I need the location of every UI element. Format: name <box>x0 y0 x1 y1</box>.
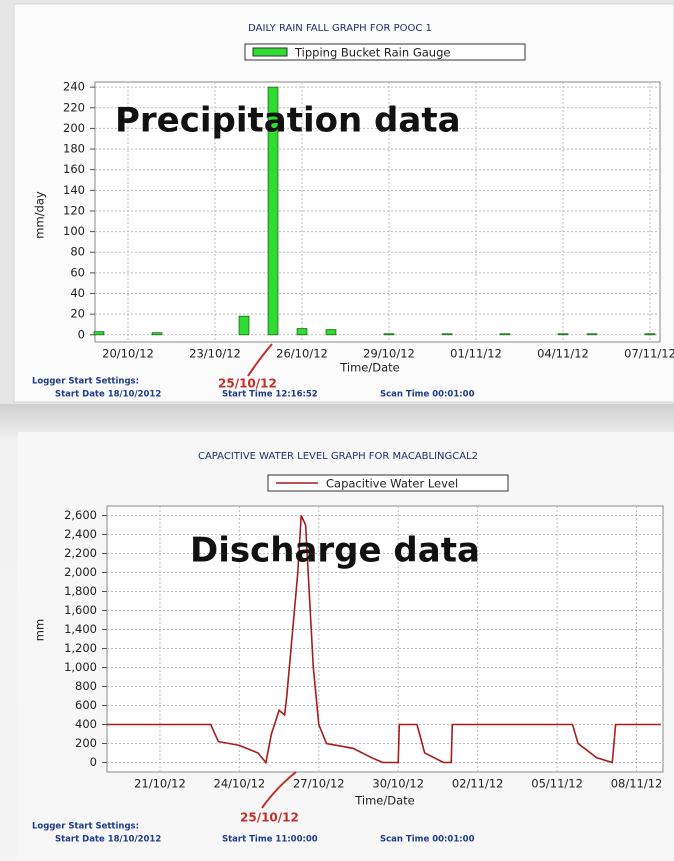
y-tick-label: 40 <box>70 286 85 300</box>
bar <box>644 333 656 336</box>
x-axis-label: Time/Date <box>354 794 415 808</box>
y-tick-label: 2,600 <box>64 508 97 522</box>
x-tick-label: 07/11/12 <box>624 347 674 361</box>
x-axis-label: Time/Date <box>339 361 400 375</box>
bar <box>499 333 511 336</box>
y-tick-label: 1,600 <box>64 603 97 617</box>
y-tick-label: 400 <box>75 717 97 731</box>
y-tick-label: 80 <box>70 245 85 259</box>
x-tick-label: 20/10/12 <box>102 347 154 361</box>
legend-box <box>244 43 526 61</box>
bar <box>325 329 337 336</box>
plot-area <box>106 505 664 773</box>
x-tick-label: 08/11/12 <box>611 777 663 791</box>
y-tick-label: 180 <box>63 142 85 156</box>
bar <box>267 86 279 336</box>
annotation: Discharge data <box>190 531 480 571</box>
y-tick-label: 2,000 <box>64 565 97 579</box>
x-tick-label: 29/10/12 <box>363 347 415 361</box>
chart-title: CAPACITIVE WATER LEVEL GRAPH FOR MACABLI… <box>198 451 478 462</box>
bar <box>441 333 453 336</box>
date-annotation: 25/10/12 <box>240 811 299 825</box>
bar <box>238 315 250 336</box>
y-tick-label: 1,000 <box>64 660 97 674</box>
y-tick-label: 200 <box>63 121 85 135</box>
annotation: Precipitation data <box>115 101 461 141</box>
logger-start-time: Start Time 11:00:00 <box>222 835 318 845</box>
y-tick-label: 0 <box>90 755 97 769</box>
legend-box <box>267 474 509 492</box>
y-tick-label: 100 <box>63 224 85 238</box>
line <box>107 515 661 765</box>
bar <box>93 331 105 336</box>
bar <box>383 333 395 336</box>
arrow <box>261 771 297 809</box>
logger-scan-time: Scan Time 00:01:00 <box>380 835 475 845</box>
y-tick-label: 60 <box>70 265 85 279</box>
y-tick-label: 220 <box>63 100 85 114</box>
x-tick-label: 23/10/12 <box>189 347 241 361</box>
y-tick-label: 1,400 <box>64 622 97 636</box>
logger-start-date: Start Date 18/10/2012 <box>55 835 161 845</box>
logger-start-date: Start Date 18/10/2012 <box>55 390 161 400</box>
y-tick-label: 1,200 <box>64 641 97 655</box>
y-tick-label: 2,400 <box>64 527 97 541</box>
legend-label: Capacitive Water Level <box>326 477 458 491</box>
arrow <box>247 343 273 377</box>
date-annotation: 25/10/12 <box>218 377 277 391</box>
bar <box>557 333 569 336</box>
bar <box>296 328 308 336</box>
y-tick-label: 1,800 <box>64 584 97 598</box>
x-tick-label: 24/10/12 <box>214 777 266 791</box>
plot-area <box>94 81 661 343</box>
y-tick-label: 140 <box>63 183 85 197</box>
x-tick-label: 01/11/12 <box>450 347 502 361</box>
x-tick-label: 21/10/12 <box>134 777 186 791</box>
x-tick-label: 26/10/12 <box>276 347 328 361</box>
x-tick-label: 02/11/12 <box>452 777 504 791</box>
logger-heading: Logger Start Settings: <box>32 822 139 832</box>
y-tick-label: 600 <box>75 698 97 712</box>
legend-label: Tipping Bucket Rain Gauge <box>294 46 450 60</box>
logger-start-time: Start Time 12:16:52 <box>222 390 318 400</box>
x-tick-label: 27/10/12 <box>293 777 345 791</box>
x-tick-label: 30/10/12 <box>372 777 424 791</box>
y-tick-label: 160 <box>63 162 85 176</box>
y-tick-label: 800 <box>75 679 97 693</box>
bar <box>586 333 598 336</box>
y-tick-label: 0 <box>78 327 85 341</box>
chart-title: DAILY RAIN FALL GRAPH FOR POOC 1 <box>248 23 432 34</box>
logger-heading: Logger Start Settings: <box>32 377 139 387</box>
y-axis-label: mm/day <box>33 191 47 239</box>
y-tick-label: 200 <box>75 736 97 750</box>
y-tick-label: 120 <box>63 203 85 217</box>
bar <box>151 332 163 336</box>
y-tick-label: 2,200 <box>64 546 97 560</box>
logger-scan-time: Scan Time 00:01:00 <box>380 390 475 400</box>
y-tick-label: 20 <box>70 307 85 321</box>
legend-swatch <box>252 47 288 57</box>
y-tick-label: 240 <box>63 80 85 94</box>
y-axis-label: mm <box>33 619 47 641</box>
x-tick-label: 05/11/12 <box>531 777 583 791</box>
x-tick-label: 04/11/12 <box>537 347 589 361</box>
